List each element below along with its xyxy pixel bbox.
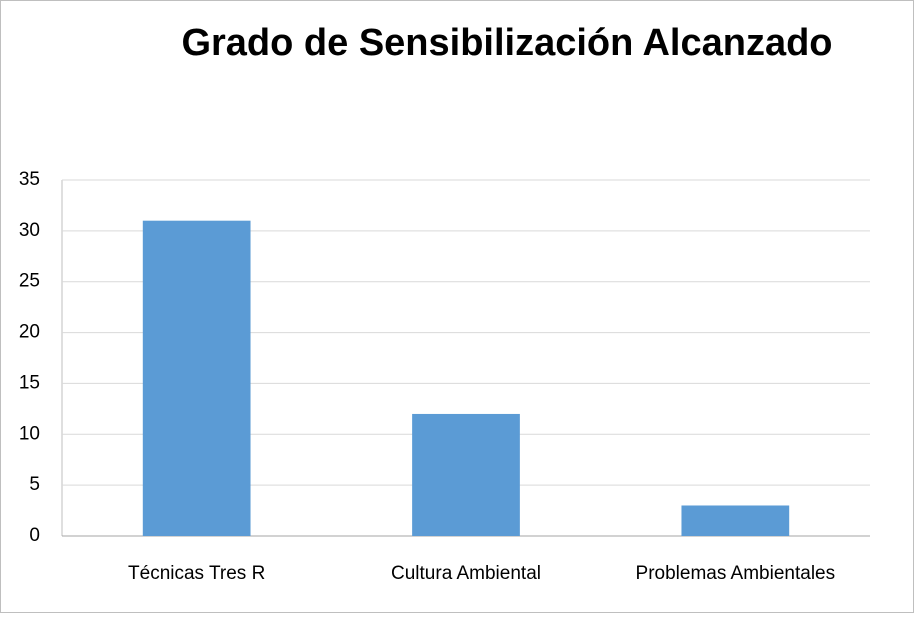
y-tick-label: 0 — [29, 525, 40, 546]
y-tick-label: 20 — [19, 322, 40, 343]
y-tick-label: 5 — [29, 474, 40, 495]
bar — [142, 220, 251, 536]
y-tick-label: 35 — [19, 169, 40, 190]
x-tick-label: Cultura Ambiental — [391, 563, 541, 584]
chart-title: Grado de Sensibilización Alcanzado — [181, 22, 832, 64]
y-tick-label: 15 — [19, 372, 40, 393]
y-tick-label: 10 — [19, 423, 40, 444]
y-tick-label: 25 — [19, 271, 40, 292]
bar — [412, 413, 520, 536]
x-tick-label: Problemas Ambientales — [636, 563, 836, 584]
x-tick-label: Técnicas Tres R — [128, 563, 265, 584]
y-tick-label: 30 — [19, 220, 40, 241]
bar — [681, 505, 790, 536]
